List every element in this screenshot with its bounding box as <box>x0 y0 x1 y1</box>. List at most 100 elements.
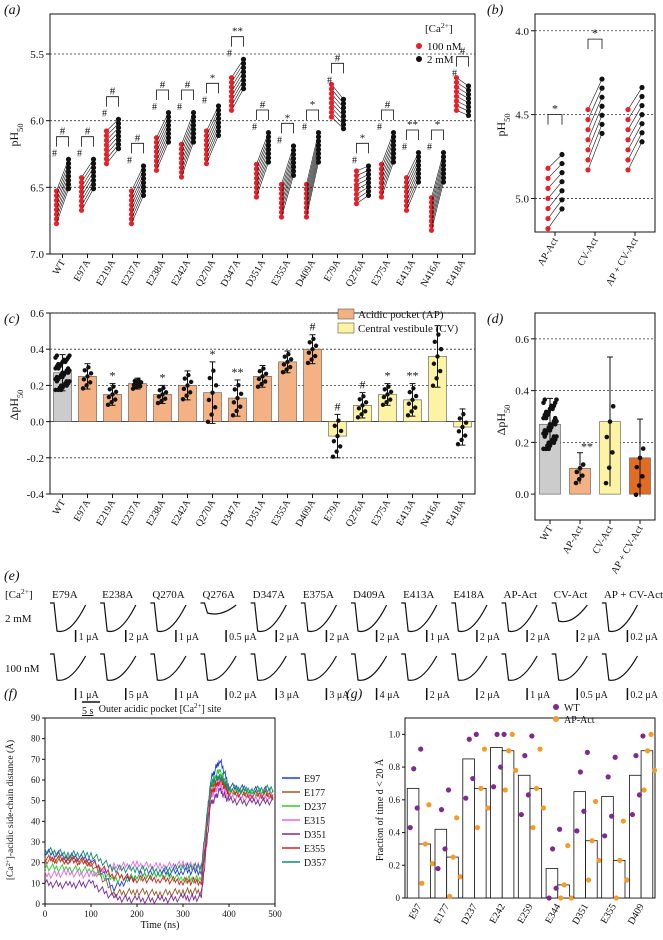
point-2mM-b <box>559 179 565 185</box>
point-c <box>413 393 419 399</box>
point-c <box>132 378 137 384</box>
point-2mM <box>165 131 172 137</box>
point-100nM <box>78 175 85 181</box>
point-c <box>261 366 266 371</box>
panel-label-f: (f) <box>4 687 18 702</box>
point-100nM <box>103 128 110 134</box>
point-c <box>58 387 64 393</box>
point-c <box>281 362 287 367</box>
sig-bracket <box>131 142 144 154</box>
paired-line <box>381 161 394 198</box>
point-c <box>86 365 91 370</box>
point-2mM <box>465 108 472 114</box>
point-100nM <box>128 221 135 227</box>
point-c <box>54 379 60 384</box>
sig-marker: # <box>160 79 166 91</box>
point-2mM <box>390 155 397 161</box>
point-c <box>213 405 218 410</box>
point-wt-g <box>550 846 556 852</box>
point-c <box>256 376 262 382</box>
point-c <box>406 401 412 406</box>
point-2mM <box>165 118 172 124</box>
point-100nM <box>103 156 110 162</box>
point-2mM <box>415 162 422 168</box>
point-d <box>551 440 557 445</box>
scale-label-100nM: 0.5 μA <box>580 690 608 701</box>
point-wt-g <box>636 792 643 798</box>
bar-wt-g <box>434 828 448 899</box>
bar-wt-g <box>545 868 559 899</box>
paired-line <box>256 161 269 198</box>
paired-line <box>106 119 119 132</box>
time-scale-label: 5 s <box>82 706 94 717</box>
point-apact-g <box>485 805 491 811</box>
current-trace-100nM <box>100 653 137 681</box>
legend-label-c: Central vestibule (CV) <box>358 323 459 335</box>
sig-bracket <box>56 136 69 147</box>
paired-line-b <box>587 97 603 130</box>
point-c <box>461 411 466 417</box>
point-apact-g <box>592 798 599 805</box>
point-c <box>110 392 115 397</box>
sig-marker: # <box>185 79 191 91</box>
point-wt-g <box>633 753 639 759</box>
ytick-label-a: 5.5 <box>30 49 44 61</box>
paired-line <box>331 112 344 125</box>
point-c <box>238 404 243 409</box>
xtick-label-f: 500 <box>268 909 282 919</box>
point-wt-g <box>407 825 413 831</box>
scale-label-2mM: 2 μA <box>279 632 300 643</box>
bar-apact-g <box>612 859 626 899</box>
sig-marker-b: * <box>552 102 558 116</box>
point-wt-g <box>640 733 646 739</box>
point-2mM <box>165 135 172 141</box>
scale-label-100nM: 1 μA <box>179 690 200 701</box>
xtick-label-d: CV-Act <box>591 524 616 556</box>
point-c <box>438 368 443 374</box>
sig-bracket <box>406 129 419 140</box>
paired-line-b <box>587 133 603 171</box>
xtick-label-a: D347A <box>219 257 244 289</box>
point-2mM <box>440 158 447 164</box>
xtick-label-d: AP + CV-Act <box>609 524 646 576</box>
point-d <box>640 474 645 479</box>
point-100nM-b <box>545 226 551 232</box>
point-100nM <box>453 93 460 99</box>
point-2mM <box>165 114 172 120</box>
point-c <box>131 382 137 388</box>
point-c <box>180 396 186 402</box>
point-c <box>209 412 214 417</box>
point-c <box>84 383 89 388</box>
point-100nM-b <box>625 106 631 113</box>
ytick-label-a: 6.5 <box>30 182 44 194</box>
point-2mM <box>415 166 422 173</box>
point-2mM <box>240 65 247 71</box>
point-2mM <box>190 114 197 120</box>
point-d <box>607 419 613 424</box>
point-100nM <box>228 103 235 109</box>
xtick-label-b: AP-Act <box>536 236 561 268</box>
point-c <box>280 369 286 375</box>
point-2mM <box>115 137 122 143</box>
point-c <box>232 387 237 392</box>
paired-line <box>131 195 144 224</box>
paired-line-b <box>547 154 563 169</box>
point-2mM <box>240 86 247 92</box>
point-100nM-b <box>625 157 631 163</box>
scale-label-100nM: 2 μA <box>430 690 451 701</box>
legend-marker-g <box>553 704 559 710</box>
sig-marker: ** <box>407 119 418 131</box>
point-c <box>313 353 318 359</box>
point-2mM <box>240 60 247 67</box>
point-2mM <box>140 167 147 173</box>
point-wt-g <box>470 775 476 782</box>
paired-line-b <box>627 132 643 161</box>
point-2mM <box>315 159 322 165</box>
point-100nM <box>328 109 335 115</box>
point-d <box>546 446 551 452</box>
point-100nM <box>103 142 110 148</box>
sig-marker: * <box>360 132 366 144</box>
paired-line <box>306 161 319 218</box>
xtick-label-c: E375A <box>369 497 393 528</box>
